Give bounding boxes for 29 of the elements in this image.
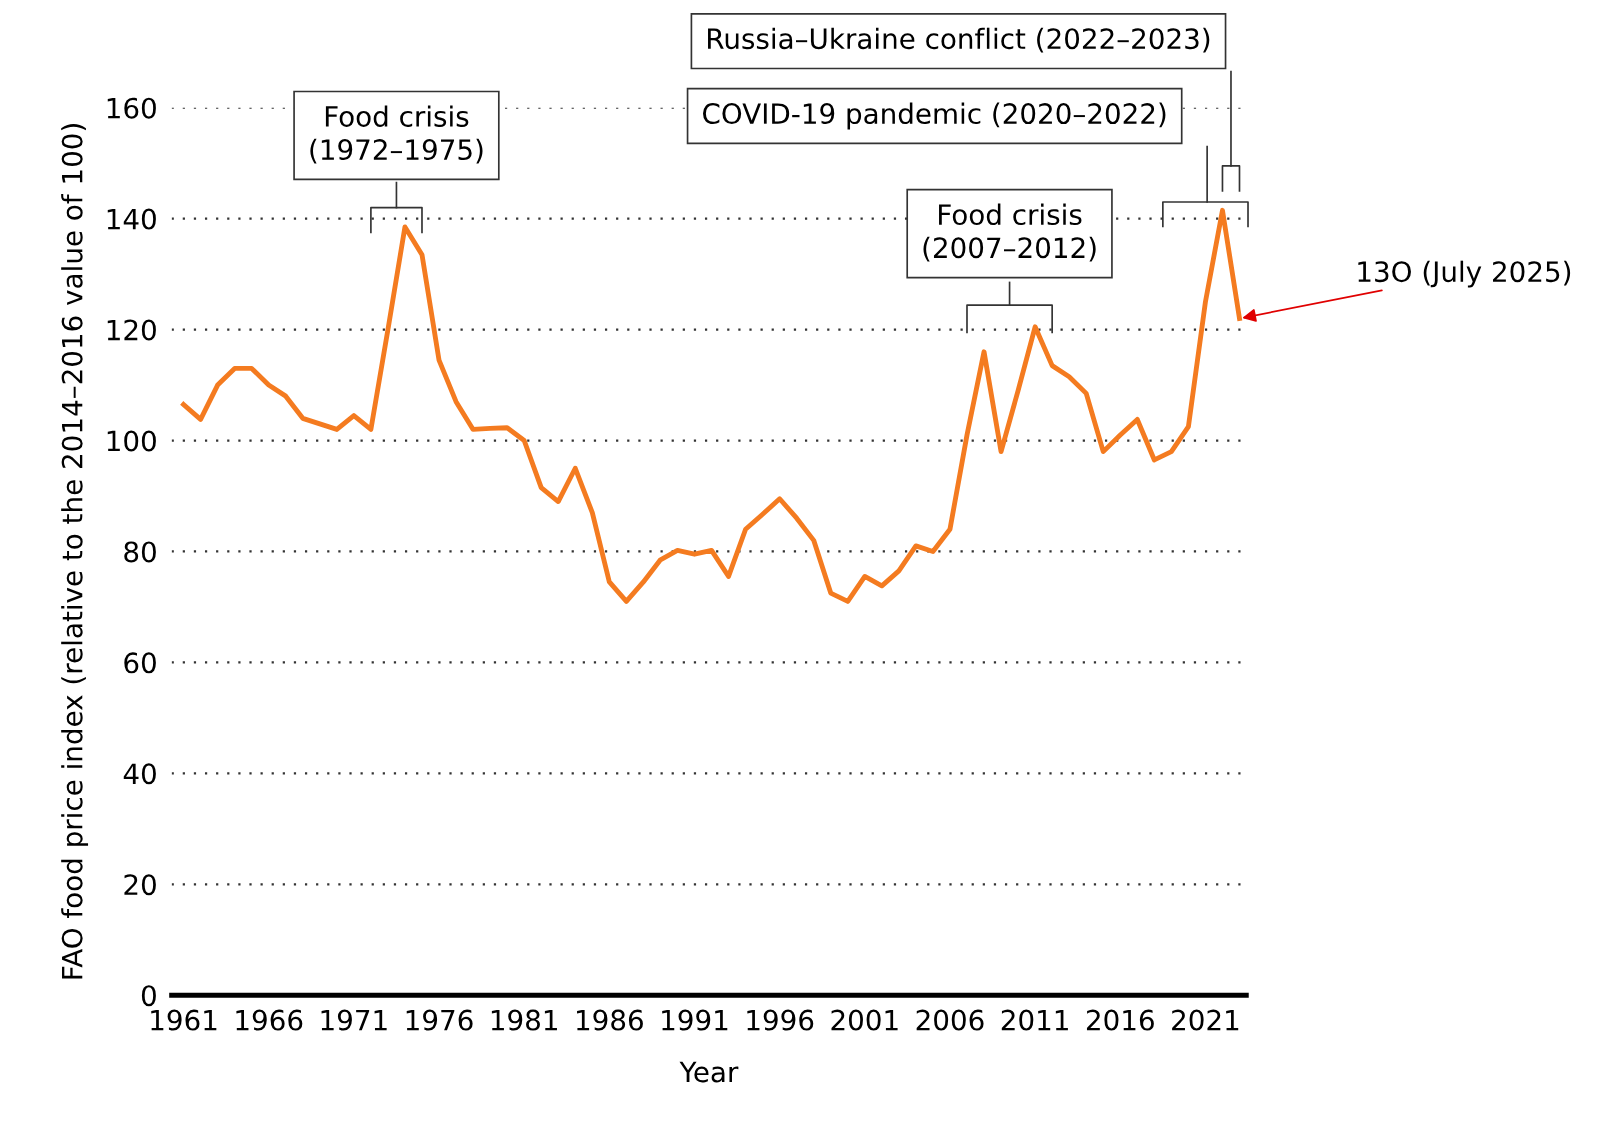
y-tick-label: 80	[124, 541, 156, 563]
y-tick-label: 160	[107, 97, 156, 119]
y-tick-label: 20	[124, 874, 156, 896]
x-tick-label: 2016	[1086, 1009, 1154, 1031]
y-axis-title: FAO food price index (relative to the 2014–2016 value of 100)	[61, 124, 89, 979]
x-tick-label: 1976	[406, 1009, 473, 1031]
x-tick-label: 1991	[662, 1009, 728, 1031]
x-tick-label: 1966	[236, 1009, 303, 1031]
y-tick-label: 60	[124, 652, 156, 674]
annotation: Food crisis (2007–2012)	[923, 203, 1096, 262]
x-axis-title: Year	[679, 1061, 739, 1083]
x-tick-label: 1981	[491, 1009, 557, 1031]
x-tick-label: 2021	[1172, 1009, 1239, 1031]
y-tick-label: 140	[107, 208, 156, 230]
x-tick-label: 1961	[151, 1009, 217, 1031]
text: Russia–Ukraine conflict (2022–2023)	[708, 27, 1210, 53]
x-tick-label: 1996	[747, 1009, 814, 1031]
x-tick-label: 2011	[1001, 1009, 1068, 1031]
y-tick-label: 120	[107, 319, 156, 341]
y-tick-label: 40	[123, 763, 156, 785]
annotation: 13O (July 2025)	[1358, 260, 1571, 288]
y-tick-label: 0	[141, 985, 156, 1007]
y-tick-label: 100	[107, 430, 156, 452]
x-tick-label: 2001	[831, 1009, 898, 1031]
x-tick-label: 2006	[916, 1009, 984, 1031]
annotation: COVID-19 pandemic (2020–2022)	[703, 102, 1166, 130]
x-tick-label: 1971	[321, 1009, 387, 1031]
annotation: Food crisis (1972–1975)	[310, 105, 483, 164]
x-tick-label: 1986	[577, 1009, 643, 1031]
